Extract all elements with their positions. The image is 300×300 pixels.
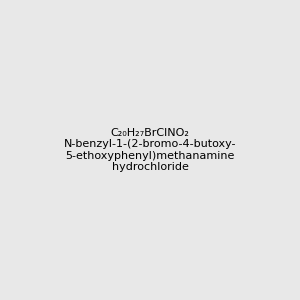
Text: C₂₀H₂₇BrClNO₂
N-benzyl-1-(2-bromo-4-butoxy-
5-ethoxyphenyl)methanamine
hydrochlo: C₂₀H₂₇BrClNO₂ N-benzyl-1-(2-bromo-4-buto… [64, 128, 236, 172]
